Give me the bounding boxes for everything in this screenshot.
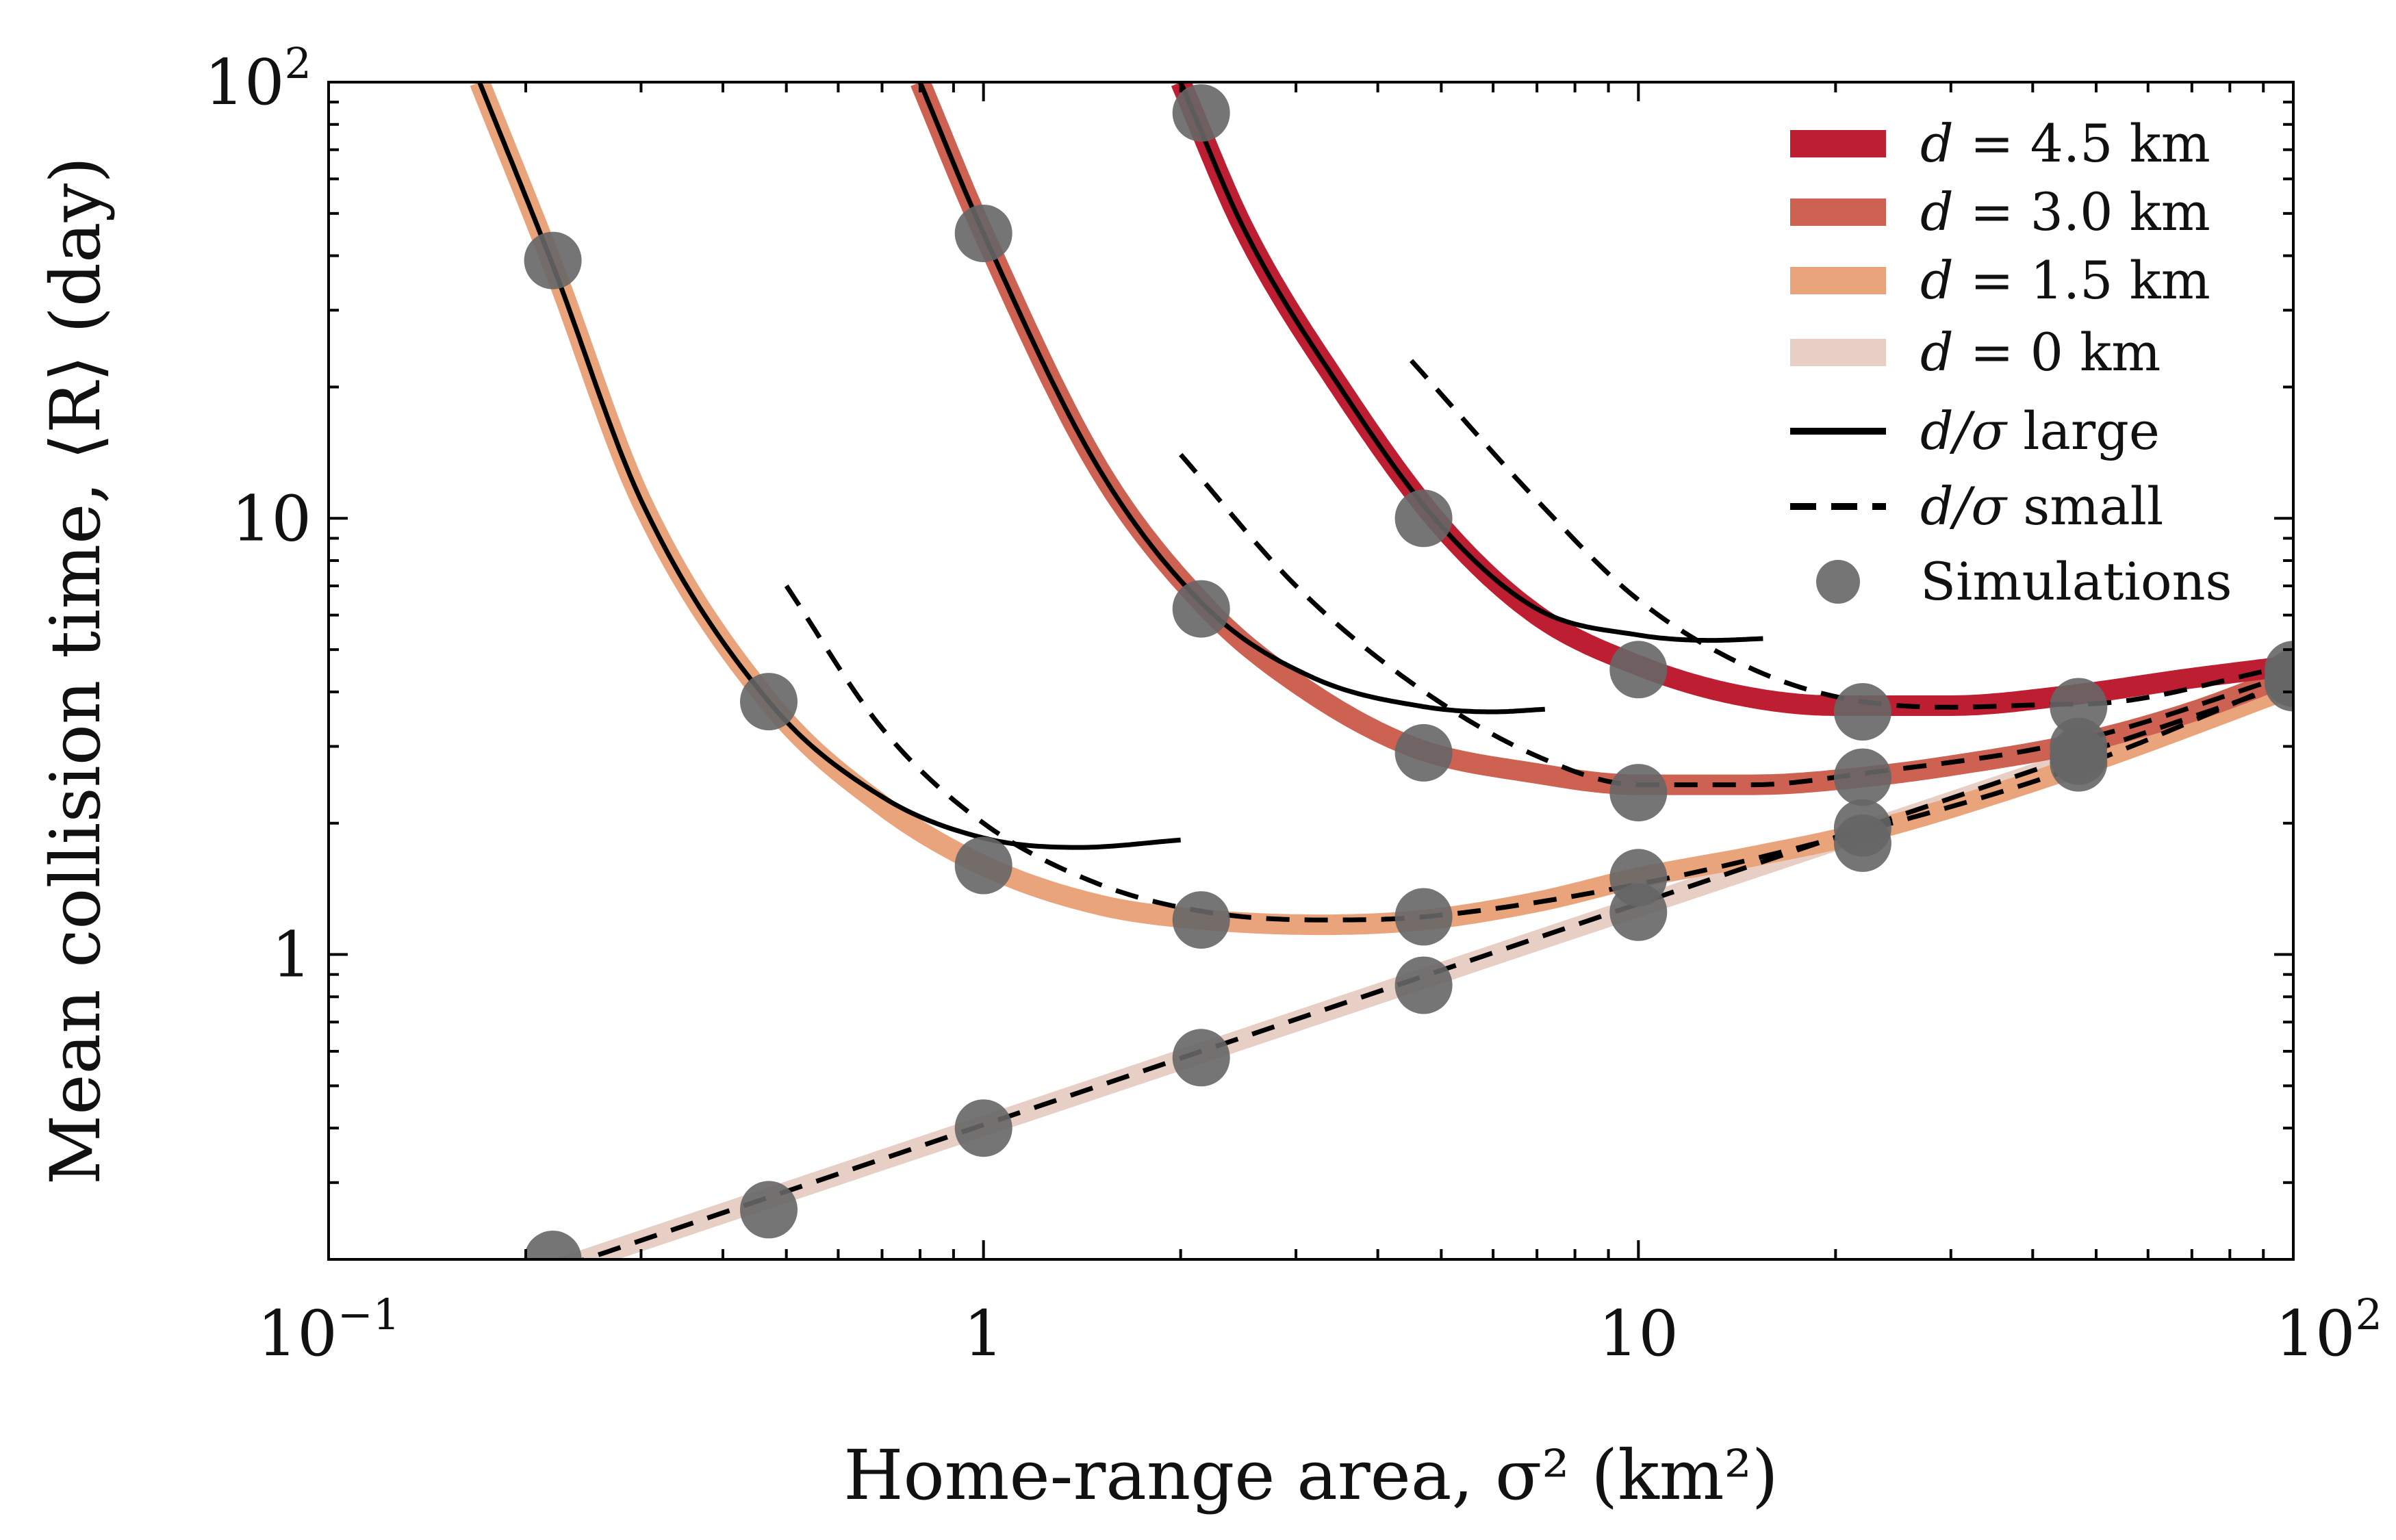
simulation-point (1833, 748, 1891, 806)
band-series-4 (1171, 82, 2293, 716)
x-tick-label: 10−1 (257, 1289, 400, 1370)
large-asymptote-1 (477, 82, 1181, 850)
simulation-point (1172, 580, 1230, 638)
tick-labels: 10−1 1 10 102 1 10 102 (204, 38, 2382, 1370)
simulation-point (954, 1099, 1012, 1157)
simulation-point (954, 836, 1012, 895)
simulation-point (1394, 956, 1453, 1014)
simulation-point (1172, 84, 1230, 142)
legend-swatch (1816, 560, 1860, 604)
simulation-point (1833, 814, 1891, 872)
large-asymptote-2 (917, 82, 1546, 715)
legend-label: d/σ large (1920, 400, 2160, 461)
simulation-point (1609, 764, 1668, 822)
simulation-point (1172, 1029, 1230, 1087)
simulation-points (524, 84, 2293, 1259)
simulation-point (1609, 641, 1668, 699)
simulation-point (1394, 489, 1453, 548)
simulation-point (740, 673, 798, 731)
simulation-point (524, 1231, 582, 1259)
axis-ticks (327, 81, 2295, 1261)
simulation-point (2050, 727, 2108, 785)
legend-label: d = 0 km (1920, 322, 2161, 383)
legend-label: d = 3.0 km (1920, 181, 2210, 242)
simulation-point (1172, 891, 1230, 949)
simulation-point (1394, 723, 1453, 782)
legend-label: d/σ small (1920, 476, 2163, 537)
legend-label: d = 4.5 km (1920, 113, 2210, 174)
simulation-point (1609, 883, 1668, 941)
legend: d = 4.5 km d = 3.0 km d = 1.5 km d = 0 km d/… (1790, 113, 2232, 612)
legend-label: d = 1.5 km (1920, 250, 2210, 311)
y-tick-label: 10 (231, 482, 311, 555)
x-tick-label: 1 (963, 1297, 1004, 1370)
small-asymptote-3 (1409, 359, 2293, 710)
simulation-point (954, 205, 1012, 262)
x-tick-label: 10 (1598, 1297, 1679, 1370)
small-asymptote-1 (784, 585, 2293, 923)
x-tick-label: 102 (2275, 1289, 2382, 1370)
simulation-point (740, 1181, 798, 1239)
simulation-point (1394, 888, 1453, 946)
legend-label: Simulations (1920, 551, 2232, 612)
simulation-point (524, 231, 582, 290)
simulation-point (2050, 678, 2108, 736)
y-tick-label: 102 (204, 38, 311, 119)
simulation-point (1833, 683, 1891, 741)
plot-frame (327, 81, 2295, 1261)
y-axis-label: Mean collision time, ⟨R⟩ (day) (36, 157, 116, 1185)
x-axis-label: Home-range area, σ² (km²) (843, 1435, 1778, 1515)
y-tick-label: 1 (271, 919, 311, 992)
